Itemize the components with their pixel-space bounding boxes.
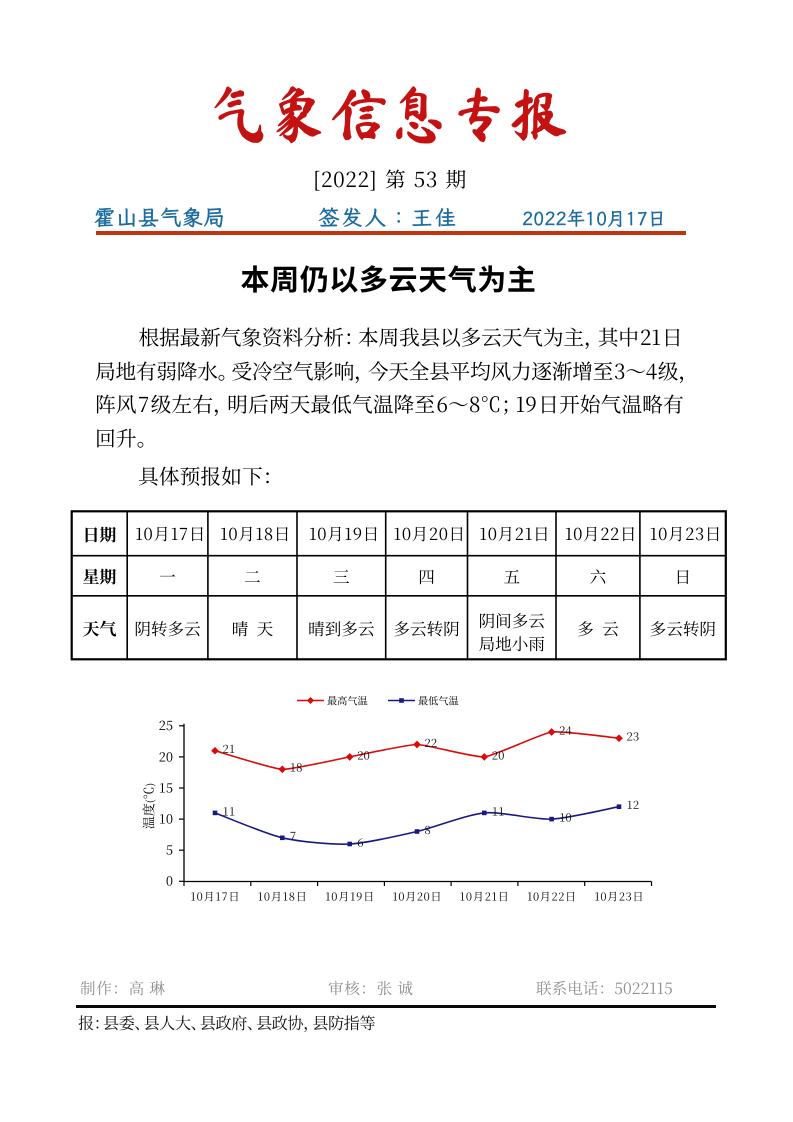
svg-text:11: 11 <box>223 803 236 819</box>
svg-text:23: 23 <box>627 729 640 745</box>
svg-text:11: 11 <box>492 803 505 819</box>
svg-text:10月17日: 10月17日 <box>191 889 240 905</box>
svg-text:25: 25 <box>159 715 173 734</box>
svg-text:15: 15 <box>159 777 173 796</box>
svg-text:10月20日: 10月20日 <box>393 889 442 905</box>
svg-text:温度(℃): 温度(℃) <box>139 783 158 829</box>
svg-text:12: 12 <box>627 797 640 813</box>
svg-text:10月18日: 10月18日 <box>258 889 307 905</box>
svg-text:10月21日: 10月21日 <box>460 889 509 905</box>
svg-text:10月23日: 10月23日 <box>595 889 644 905</box>
svg-text:最高气温: 最高气温 <box>327 693 368 708</box>
svg-text:10月19日: 10月19日 <box>325 889 374 905</box>
svg-text:24: 24 <box>559 722 572 738</box>
svg-text:20: 20 <box>492 747 505 763</box>
svg-text:10: 10 <box>559 810 572 826</box>
svg-text:0: 0 <box>166 871 173 890</box>
svg-text:6: 6 <box>357 834 363 850</box>
svg-text:10月22日: 10月22日 <box>527 889 576 905</box>
svg-text:7: 7 <box>290 828 296 844</box>
svg-text:20: 20 <box>357 747 370 763</box>
svg-text:最低气温: 最低气温 <box>418 693 459 708</box>
svg-text:5: 5 <box>166 840 173 859</box>
svg-text:20: 20 <box>159 746 173 765</box>
svg-text:10: 10 <box>159 809 173 828</box>
svg-text:18: 18 <box>290 760 303 776</box>
svg-text:8: 8 <box>425 822 431 838</box>
svg-text:22: 22 <box>425 735 438 751</box>
svg-text:21: 21 <box>223 741 236 757</box>
